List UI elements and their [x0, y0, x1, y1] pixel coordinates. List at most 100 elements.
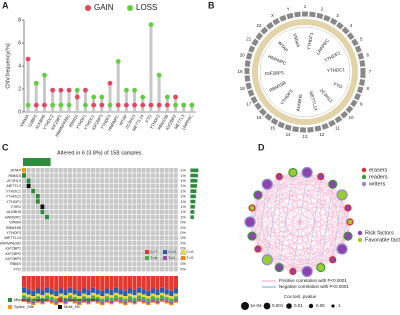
cell: [109, 246, 114, 251]
cell: [58, 214, 63, 220]
legend-marker: [361, 167, 367, 173]
node: [344, 204, 352, 212]
gene-label: METTL14: [4, 236, 21, 240]
cell: [164, 183, 169, 189]
edge: [292, 172, 349, 209]
y-tick-label: 6: [18, 40, 21, 46]
cell: [123, 235, 128, 241]
cell: [118, 266, 123, 272]
cell: [31, 261, 36, 267]
legend-label: T>A: [150, 256, 158, 260]
cell: [91, 251, 95, 256]
percent-label: 0%: [180, 247, 186, 251]
snv-segment: [169, 276, 174, 291]
snv-segment: [137, 292, 142, 296]
cell: [49, 266, 54, 272]
chromosome-label: 8: [367, 86, 370, 91]
percent-label: 0%: [180, 236, 186, 240]
cell: [137, 209, 141, 215]
cell: [127, 256, 132, 261]
cell: [72, 194, 77, 199]
snv-segment: [137, 276, 142, 288]
node: [248, 204, 256, 212]
cell: [146, 209, 151, 215]
cell: [146, 225, 151, 230]
cell: [35, 178, 40, 183]
cell: [81, 240, 86, 246]
edge: [279, 194, 343, 268]
cell: [35, 266, 40, 272]
cell: [81, 251, 86, 256]
cell: [45, 188, 49, 194]
chromosome-label: 4: [350, 23, 353, 28]
cell: [54, 204, 59, 209]
cell: [86, 240, 91, 246]
cell: [169, 220, 174, 225]
cell: [54, 178, 59, 183]
cell: [91, 235, 95, 241]
edge: [306, 172, 321, 268]
edge: [307, 248, 343, 272]
cell: [86, 246, 91, 251]
cell: [86, 173, 91, 178]
percent-label: 0%: [180, 262, 186, 266]
snv-segment: [49, 276, 54, 290]
cell: [123, 220, 128, 225]
cell: [104, 183, 109, 189]
chromosome-label: 10: [348, 115, 354, 120]
cell: [141, 220, 146, 225]
snv-segment: [95, 297, 100, 301]
cell: [49, 235, 54, 241]
cell: [160, 204, 164, 209]
edge: [251, 207, 333, 260]
snv-segment: [77, 303, 82, 306]
cell: [164, 240, 169, 246]
gene-label: WTAP: [277, 40, 289, 53]
snv-segment: [109, 290, 114, 296]
cell: [72, 261, 77, 267]
cell: [35, 220, 40, 225]
cell: [114, 214, 118, 220]
cell: [169, 246, 174, 251]
cell: [35, 261, 40, 267]
cell: [150, 199, 155, 204]
edge: [267, 184, 349, 237]
cell: [49, 256, 54, 261]
gene-label: IGF2BP1: [5, 247, 21, 251]
cell: [54, 261, 59, 267]
snv-segment: [109, 300, 114, 304]
edge: [279, 184, 333, 268]
cell: [104, 240, 109, 246]
size-marker: [263, 302, 271, 310]
snv-segment: [31, 303, 36, 306]
snv-segment: [100, 290, 105, 297]
dot: [83, 87, 88, 93]
cell: [22, 220, 26, 225]
cell: [114, 168, 118, 173]
cell: [160, 251, 164, 256]
chromosome-label: 22: [257, 23, 263, 28]
snv-segment: [173, 288, 178, 294]
legend-marker: [357, 237, 363, 243]
cell: [91, 178, 95, 183]
cell: [54, 194, 59, 199]
snv-segment: [141, 289, 146, 295]
cell: [169, 225, 174, 230]
gene-label: YTHDC2: [6, 195, 22, 199]
cell: [77, 240, 82, 246]
cell: [35, 235, 40, 241]
snv-segment: [91, 300, 96, 302]
snv-segment: [160, 292, 165, 296]
x-tick-label: WTAP: [118, 113, 128, 126]
cell: [123, 204, 128, 209]
cell: [137, 199, 141, 204]
cell: [72, 209, 77, 215]
edge: [257, 176, 321, 196]
cell: [100, 178, 105, 183]
cell: [49, 168, 54, 173]
snv-segment: [114, 295, 119, 299]
snv-segment: [54, 298, 59, 302]
cell: [91, 173, 95, 178]
cell: [104, 173, 109, 178]
cell: [22, 214, 26, 220]
